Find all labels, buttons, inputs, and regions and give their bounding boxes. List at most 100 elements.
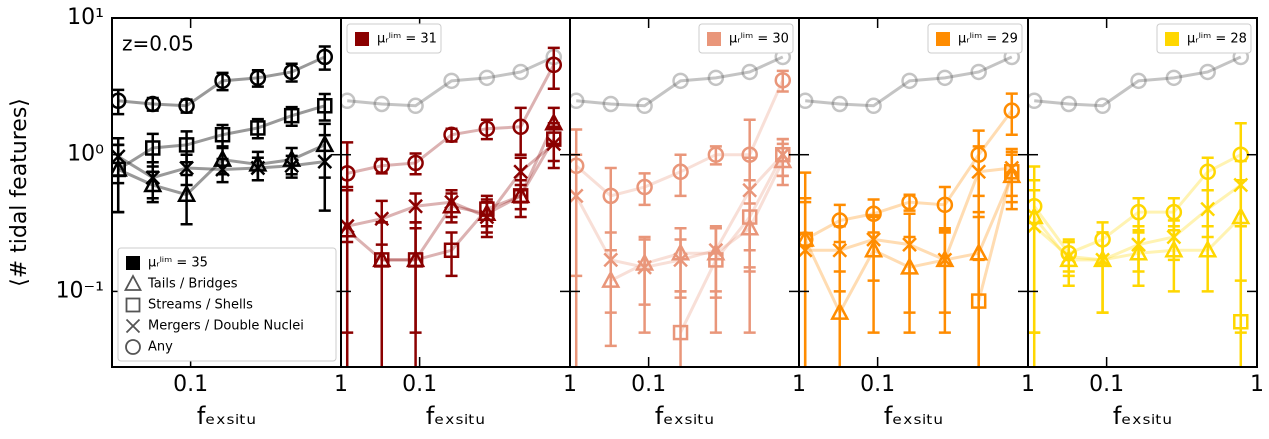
error-bar xyxy=(776,137,789,178)
x-tick-label: 1 xyxy=(1021,372,1035,397)
error-bar xyxy=(547,125,560,170)
marker xyxy=(125,339,141,355)
marker xyxy=(602,187,620,205)
y-tick-label: 10¹ xyxy=(67,5,104,30)
marker xyxy=(901,72,918,90)
x-axis-label: fₑₓₛᵢₜᵤ xyxy=(197,402,256,430)
marker xyxy=(799,231,814,248)
marker xyxy=(970,63,987,81)
x-tick-label: 0.1 xyxy=(173,372,208,397)
marker xyxy=(970,293,987,309)
legend-label: μᵣˡⁱᵐ = 28 xyxy=(1187,32,1247,47)
marker xyxy=(249,69,267,87)
marker xyxy=(1130,72,1147,90)
marker xyxy=(341,92,356,110)
plot-area xyxy=(341,46,564,367)
marker xyxy=(830,301,850,320)
error-bar xyxy=(375,221,388,367)
series-line xyxy=(1034,55,1242,108)
legend-label: μᵣˡⁱᵐ = 35 xyxy=(148,256,208,271)
marker xyxy=(546,136,562,152)
marker xyxy=(707,69,725,87)
marker xyxy=(1094,231,1111,248)
x-tick-label: 0.1 xyxy=(631,372,666,397)
plot-area xyxy=(1028,48,1251,367)
legend-swatch xyxy=(1165,32,1179,46)
marker xyxy=(125,318,141,334)
marker xyxy=(570,92,585,110)
series-line xyxy=(805,55,1013,108)
marker xyxy=(1130,203,1147,221)
error-bar xyxy=(1234,279,1247,367)
error-bar xyxy=(480,200,493,239)
marker xyxy=(374,211,390,227)
error-bar xyxy=(604,166,617,252)
marker xyxy=(317,98,333,114)
legend-box xyxy=(346,23,442,54)
error-bar xyxy=(1062,238,1075,273)
marker xyxy=(636,97,653,115)
legend-label: Streams / Shells xyxy=(148,298,253,313)
marker xyxy=(513,164,529,180)
error-bar xyxy=(903,212,916,314)
marker xyxy=(444,194,459,210)
y-axis-label: ⟨# tidal features⟩ xyxy=(7,98,32,287)
marker xyxy=(512,118,529,136)
legend-label: Mergers / Double Nuclei xyxy=(148,319,304,334)
error-bar xyxy=(318,133,331,212)
error-bar xyxy=(638,235,651,334)
marker xyxy=(799,92,814,110)
marker xyxy=(443,242,460,259)
marker xyxy=(1060,95,1078,113)
marker xyxy=(707,146,725,163)
marker xyxy=(1233,313,1249,330)
error-bar xyxy=(1096,221,1109,265)
marker xyxy=(1198,239,1218,258)
error-bar xyxy=(938,231,951,314)
marker xyxy=(936,196,954,214)
x-axis-label: fₑₓₛᵢₜᵤ xyxy=(1113,402,1172,430)
error-bar xyxy=(674,238,687,293)
marker xyxy=(936,69,954,87)
marker xyxy=(408,198,423,214)
error-bar xyxy=(445,231,458,278)
marker xyxy=(215,162,230,177)
legend-label: μᵣˡⁱᵐ = 31 xyxy=(377,32,437,47)
error-bar xyxy=(743,118,756,252)
legend-label: Any xyxy=(148,340,173,355)
x-tick-label: 1 xyxy=(563,372,577,397)
error-bar xyxy=(709,224,722,293)
marker xyxy=(176,184,197,202)
marker xyxy=(637,259,652,275)
plot-area xyxy=(570,48,793,367)
plot-area xyxy=(112,45,335,226)
marker xyxy=(341,165,356,182)
error-bar xyxy=(1132,197,1145,232)
x-tick-label: 1 xyxy=(334,372,348,397)
marker xyxy=(672,163,689,181)
marker xyxy=(478,69,496,87)
error-bar xyxy=(375,199,388,246)
legend-swatch xyxy=(126,256,140,270)
marker xyxy=(316,48,334,66)
error-bar xyxy=(1028,165,1041,367)
marker xyxy=(512,63,529,81)
x-axis-label: fₑₓₛᵢₜᵤ xyxy=(426,402,485,430)
marker xyxy=(775,147,791,163)
marker xyxy=(373,157,391,175)
marker xyxy=(317,154,333,170)
marker xyxy=(250,120,266,136)
marker xyxy=(214,72,231,90)
series-line xyxy=(576,55,784,108)
error-bar xyxy=(570,128,583,278)
marker xyxy=(672,324,689,341)
marker xyxy=(741,146,758,163)
marker xyxy=(1003,102,1021,119)
y-tick-label: 10⁻¹ xyxy=(56,278,104,303)
marker xyxy=(865,97,882,115)
legend-label: Tails / Bridges xyxy=(147,277,238,292)
marker xyxy=(902,237,917,252)
marker xyxy=(774,72,792,89)
legend-swatch xyxy=(355,32,369,46)
legend-box xyxy=(927,23,1023,54)
